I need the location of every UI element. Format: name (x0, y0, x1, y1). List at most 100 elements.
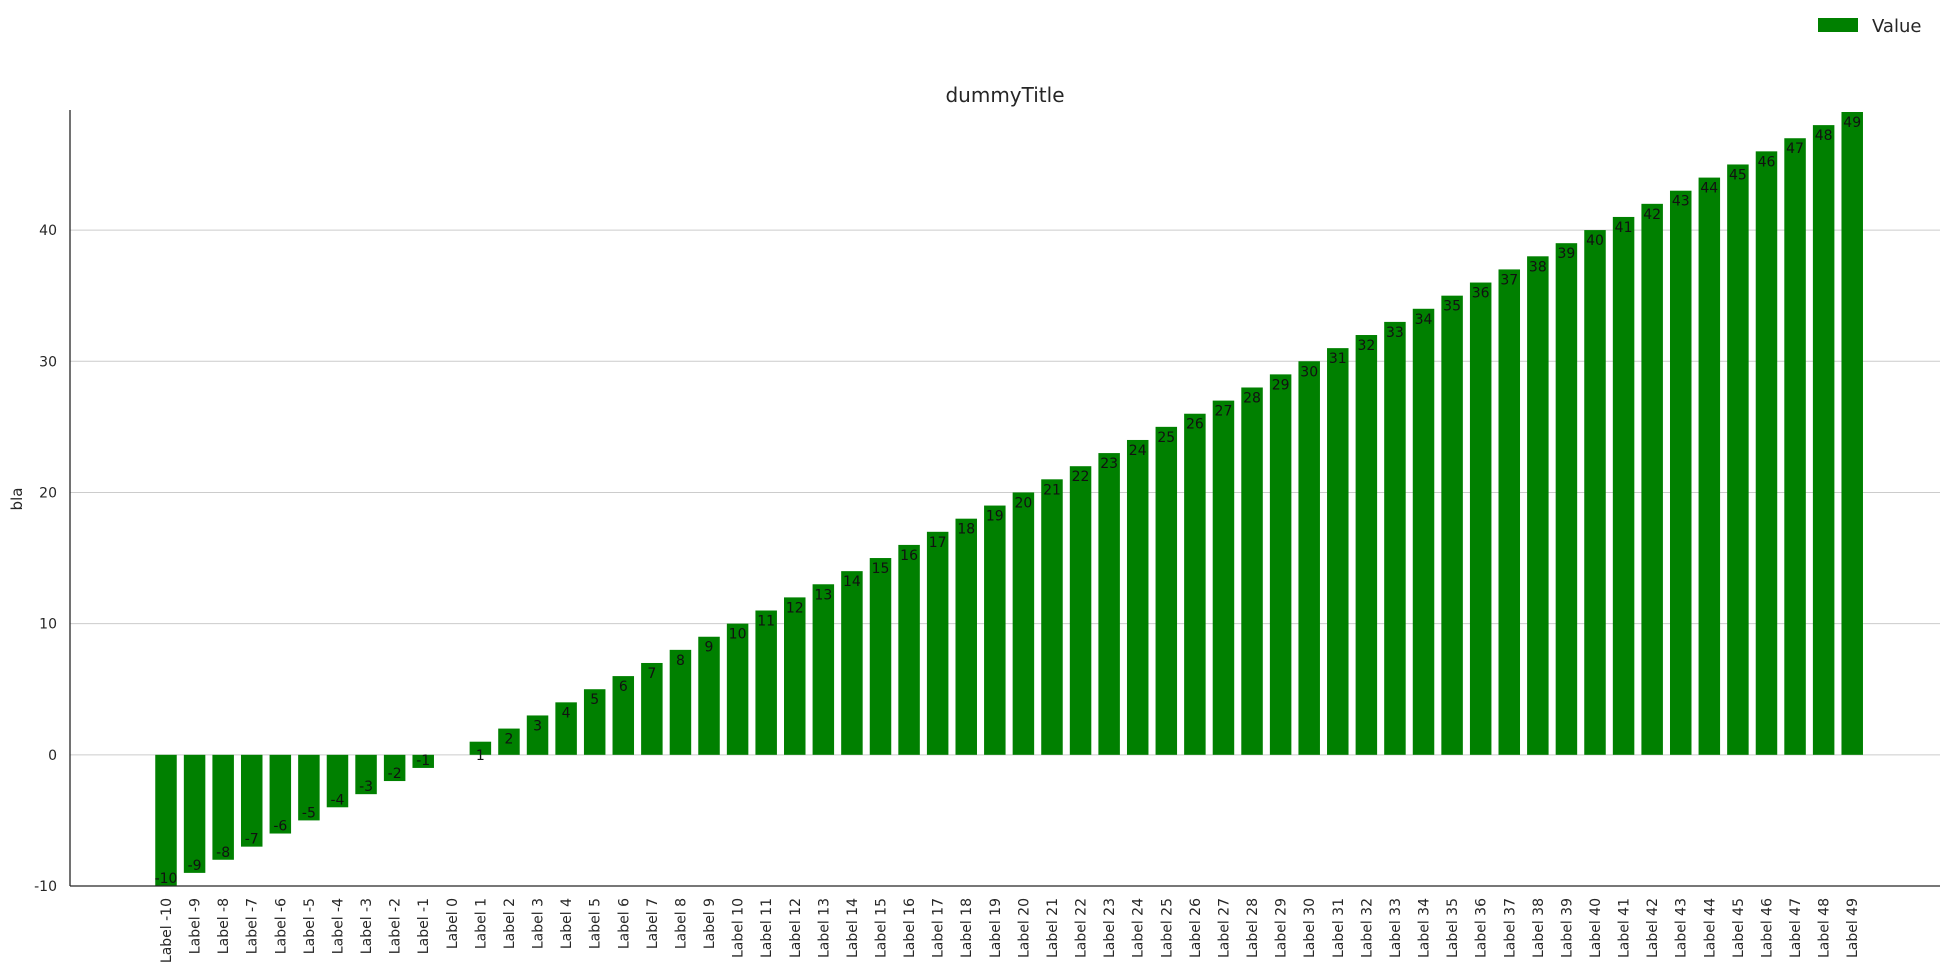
data-label: 4 (562, 705, 571, 721)
x-tick-label: Label 34 (1417, 898, 1433, 958)
x-tick-label: Label 39 (1559, 898, 1575, 958)
bar[interactable] (612, 676, 635, 755)
data-label: 8 (676, 653, 685, 669)
data-label: 9 (705, 640, 714, 656)
bar[interactable] (1727, 164, 1749, 755)
x-tick-label: Label 0 (445, 898, 461, 949)
bar[interactable] (726, 623, 749, 755)
bar[interactable] (298, 754, 320, 821)
bar[interactable] (498, 728, 520, 755)
bar[interactable] (1584, 230, 1606, 755)
x-tick-label: Label -2 (388, 898, 404, 954)
bar[interactable] (1841, 112, 1863, 755)
bar[interactable] (1755, 151, 1778, 755)
y-tick-label: 0 (48, 748, 57, 764)
bar[interactable] (1241, 387, 1263, 755)
bar[interactable] (1327, 348, 1349, 755)
bar[interactable] (526, 715, 549, 755)
bar[interactable] (1355, 335, 1378, 755)
bar[interactable] (469, 741, 492, 755)
bar[interactable] (355, 754, 377, 795)
bar[interactable] (1069, 466, 1092, 755)
data-label: 10 (729, 627, 747, 643)
chart-title: dummyTitle (945, 83, 1064, 107)
bar[interactable] (183, 754, 206, 873)
bar[interactable] (1269, 374, 1292, 755)
bar[interactable] (669, 649, 692, 755)
x-tick-label: Label 12 (788, 898, 804, 958)
bar[interactable] (1669, 190, 1692, 755)
bar[interactable] (984, 505, 1006, 755)
bar[interactable] (1298, 361, 1320, 755)
x-tick-label: Label -9 (188, 898, 204, 954)
bar[interactable] (1612, 216, 1635, 755)
bar[interactable] (641, 662, 663, 755)
bar[interactable] (583, 689, 606, 755)
bar[interactable] (212, 754, 234, 860)
x-tick-label: Label 16 (902, 898, 918, 958)
bar[interactable] (812, 584, 835, 755)
bar[interactable] (1012, 492, 1035, 755)
data-label: -6 (273, 819, 287, 835)
x-tick-label: Label 21 (1045, 898, 1061, 958)
bar[interactable] (1812, 125, 1835, 755)
bar[interactable] (841, 571, 863, 755)
x-tick-label: Label 49 (1845, 898, 1861, 958)
data-label: 25 (1157, 430, 1175, 446)
data-label: 49 (1843, 115, 1861, 131)
bar[interactable] (1384, 321, 1406, 755)
data-label: 46 (1758, 154, 1776, 170)
x-tick-label: Label 27 (1216, 898, 1232, 958)
data-label: 26 (1186, 417, 1204, 433)
bar[interactable] (1184, 413, 1206, 755)
bar[interactable] (955, 518, 977, 755)
bar[interactable] (898, 544, 920, 755)
bar[interactable] (1041, 479, 1063, 755)
x-tick-label: Label 46 (1759, 898, 1775, 958)
x-tick-label: Label 32 (1359, 898, 1375, 958)
data-label: -9 (188, 858, 202, 874)
x-tick-label: Label 42 (1645, 898, 1661, 958)
bar[interactable] (784, 597, 806, 755)
bar[interactable] (869, 558, 892, 755)
bar[interactable] (555, 702, 577, 755)
data-label: 37 (1500, 272, 1518, 288)
x-tick-label: Label 31 (1331, 898, 1347, 958)
bar[interactable] (383, 754, 406, 782)
bar[interactable] (1212, 400, 1235, 755)
bar[interactable] (1555, 243, 1578, 755)
bar[interactable] (326, 754, 349, 808)
bar[interactable] (698, 636, 720, 755)
bar[interactable] (155, 754, 177, 886)
bar[interactable] (1698, 177, 1721, 755)
bar[interactable] (926, 531, 949, 755)
bar[interactable] (1098, 453, 1120, 755)
bar[interactable] (240, 754, 263, 847)
x-tick-label: Label 47 (1788, 898, 1804, 958)
bar[interactable] (1527, 256, 1549, 755)
data-label: 45 (1729, 167, 1747, 183)
data-label: 16 (900, 548, 918, 564)
x-tick-label: Label 45 (1731, 898, 1747, 958)
y-tick-label: 10 (39, 617, 57, 633)
bar[interactable] (1784, 138, 1806, 755)
data-labels: -10-9-8-7-6-5-4-3-2-1 1234567891011121314… (155, 115, 1862, 887)
bar[interactable] (1126, 439, 1149, 755)
data-label: -7 (245, 832, 259, 848)
bar[interactable] (755, 610, 777, 755)
bar[interactable] (412, 754, 434, 768)
bar[interactable] (1155, 426, 1178, 755)
bar[interactable] (1498, 269, 1521, 755)
x-tick-label: Label 14 (845, 898, 861, 958)
data-label: 2 (504, 732, 513, 748)
data-label: 43 (1672, 194, 1690, 210)
x-tick-label: Label 40 (1588, 898, 1604, 958)
x-tick-label: Label -8 (216, 898, 232, 954)
bar[interactable] (1412, 308, 1435, 755)
bar[interactable] (1441, 295, 1463, 755)
bar[interactable] (1469, 282, 1492, 755)
data-label: -4 (330, 792, 344, 808)
bar[interactable] (269, 754, 292, 834)
bar[interactable] (1641, 203, 1663, 755)
legend[interactable]: Value (1818, 16, 1921, 37)
